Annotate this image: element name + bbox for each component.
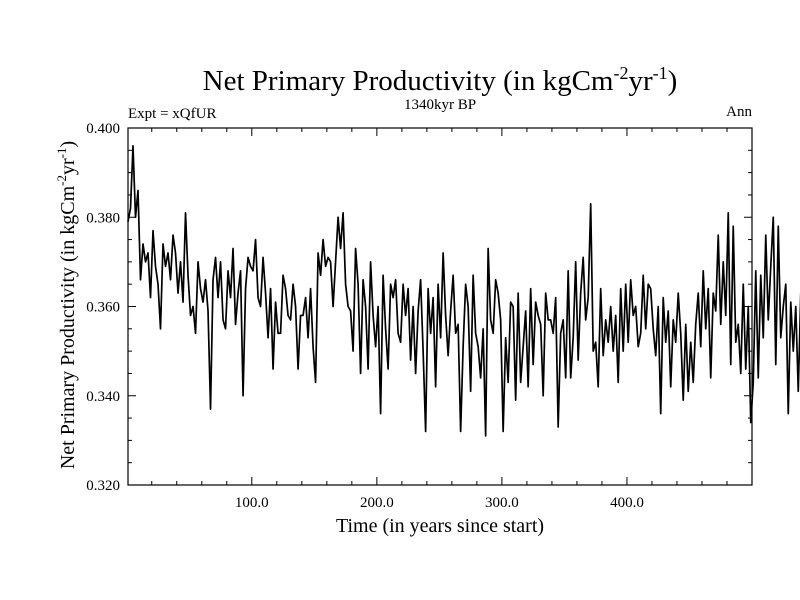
chart-title-end: )	[668, 65, 678, 97]
chart-title-sup1: -2	[613, 63, 628, 83]
x-tick-label: 100.0	[235, 495, 269, 511]
series-line-npp	[127, 145, 800, 437]
chart-title-mid: yr	[628, 65, 653, 97]
y-axis-label-mid: yr	[57, 158, 79, 175]
plot-area: 0.320 0.340 0.360 0.380 0.400 100.0 200.0 300.0…	[86, 121, 800, 511]
chart-title-main: Net Primary Productivity (in kgCm	[203, 65, 614, 97]
y-tick-label: 0.400	[86, 121, 120, 137]
chart-title-sup2: -1	[653, 63, 668, 83]
y-axis-label-sup2: -1	[54, 148, 69, 159]
y-axis-label-end: )	[57, 141, 79, 148]
y-axis-label: Net Primary Productivity (in kgCm-2yr-1)	[54, 141, 79, 469]
x-tick-label: 400.0	[610, 495, 644, 511]
y-axis-label-main: Net Primary Productivity (in kgCm	[57, 185, 79, 469]
experiment-label: Expt = xQfUR	[128, 106, 216, 122]
chart-title: Net Primary Productivity (in kgCm-2yr-1)	[203, 63, 678, 97]
season-label: Ann	[726, 104, 752, 120]
x-tick-label: 200.0	[360, 495, 394, 511]
y-tick-label: 0.320	[86, 478, 120, 494]
x-tick-label: 300.0	[485, 495, 519, 511]
y-axis-label-sup1: -2	[54, 175, 69, 186]
y-tick-label: 0.360	[86, 300, 120, 316]
x-axis-label: Time (in years since start)	[336, 515, 544, 537]
y-tick-label: 0.340	[86, 389, 120, 405]
y-tick-label: 0.380	[86, 210, 120, 226]
chart-subtitle: 1340kyr BP	[404, 97, 476, 113]
